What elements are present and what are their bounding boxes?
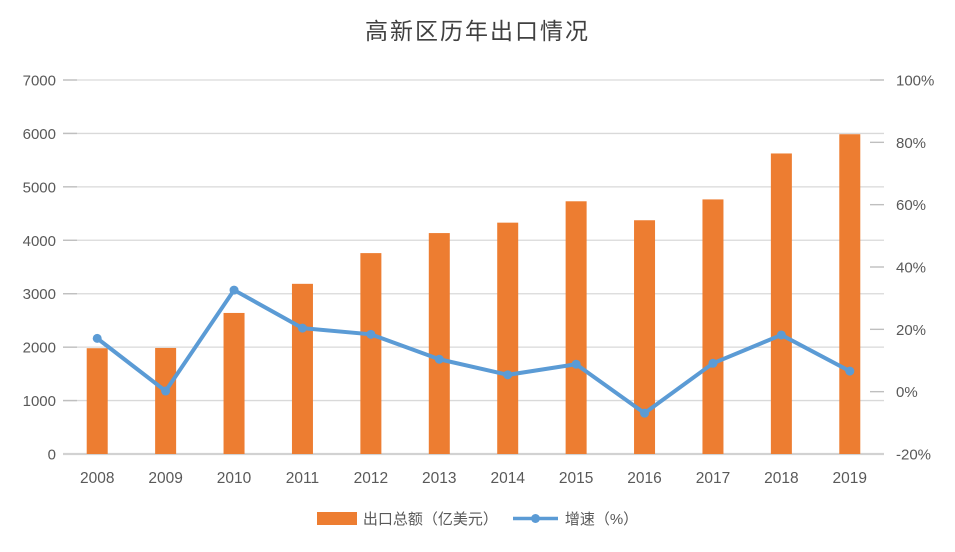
legend-item-export-total: 出口总额（亿美元） bbox=[316, 508, 498, 529]
chart-title: 高新区历年出口情况 bbox=[365, 18, 590, 44]
x-axis-label: 2018 bbox=[764, 470, 798, 487]
gridlines bbox=[63, 79, 884, 402]
right-axis-label: 40% bbox=[896, 260, 926, 277]
line-series-swatch-icon bbox=[512, 514, 558, 523]
x-axis-label: 2008 bbox=[80, 470, 114, 487]
left-axis: 0 1000 2000 3000 4000 5000 6000 7000 bbox=[23, 73, 77, 464]
marker-2013 bbox=[434, 354, 444, 364]
bar-2018 bbox=[770, 153, 792, 454]
legend-item-growth-rate: 增速（%） bbox=[512, 508, 638, 529]
marker-2010 bbox=[229, 285, 239, 295]
left-axis-label: 1000 bbox=[23, 393, 56, 410]
right-axis-label: 80% bbox=[896, 135, 926, 152]
marker-2018 bbox=[776, 330, 786, 340]
right-axis-label: -20% bbox=[896, 447, 931, 464]
marker-2009 bbox=[161, 386, 171, 396]
x-axis-label: 2017 bbox=[696, 470, 730, 487]
marker-2017 bbox=[708, 358, 718, 368]
growth-line-markers bbox=[92, 285, 855, 418]
legend-label-growth-rate: 增速（%） bbox=[564, 511, 639, 528]
x-axis-label: 2016 bbox=[627, 470, 661, 487]
marker-2019 bbox=[845, 366, 855, 376]
bar-2009 bbox=[155, 347, 177, 454]
right-axis-label: 100% bbox=[896, 73, 934, 90]
marker-2011 bbox=[297, 323, 307, 333]
left-axis-label: 5000 bbox=[23, 179, 56, 196]
right-axis-label: 20% bbox=[896, 322, 926, 339]
x-axis-label: 2015 bbox=[559, 470, 593, 487]
bar-2019 bbox=[839, 134, 861, 455]
right-axis-label: 60% bbox=[896, 197, 926, 214]
x-axis-label: 2019 bbox=[833, 470, 867, 487]
marker-2012 bbox=[366, 329, 376, 339]
bar-2012 bbox=[360, 253, 382, 454]
x-axis-label: 2009 bbox=[148, 470, 182, 487]
x-axis-label: 2011 bbox=[286, 470, 319, 487]
x-axis-label: 2012 bbox=[354, 470, 388, 487]
left-axis-label: 0 bbox=[48, 447, 56, 464]
marker-2014 bbox=[503, 370, 513, 380]
legend-line-marker bbox=[530, 514, 540, 523]
right-axis-label: 0% bbox=[896, 384, 918, 401]
bar-2008 bbox=[86, 348, 108, 454]
left-axis-label: 6000 bbox=[23, 126, 56, 143]
left-axis-label: 4000 bbox=[23, 233, 56, 250]
bar-2016 bbox=[634, 220, 656, 454]
x-axis-label: 2010 bbox=[217, 470, 252, 487]
bar-2017 bbox=[702, 199, 724, 454]
bar-series-swatch-icon bbox=[316, 512, 357, 525]
x-axis-label: 2013 bbox=[422, 470, 456, 487]
bar-2010 bbox=[223, 312, 245, 454]
marker-2015 bbox=[571, 359, 581, 369]
bar-series bbox=[86, 134, 861, 455]
legend-label-export-total: 出口总额（亿美元） bbox=[362, 511, 498, 528]
marker-2008 bbox=[92, 333, 102, 343]
legend: 出口总额（亿美元） 增速（%） bbox=[0, 508, 955, 529]
bar-2014 bbox=[497, 222, 519, 454]
marker-2016 bbox=[640, 408, 650, 418]
bar-2011 bbox=[291, 283, 313, 454]
bar-2015 bbox=[565, 201, 587, 454]
growth-line bbox=[95, 288, 852, 416]
left-axis-label: 3000 bbox=[23, 286, 56, 303]
x-axis-label: 2014 bbox=[490, 470, 525, 487]
left-axis-label: 2000 bbox=[23, 340, 56, 357]
bar-2013 bbox=[428, 233, 450, 454]
left-axis-label: 7000 bbox=[23, 73, 56, 90]
x-axis-labels: 2008 2009 2010 2011 2012 2013 2014 2015 2016 2017… bbox=[80, 470, 867, 487]
right-axis: -20% 0% 20% 40% 60% 80% 100% bbox=[870, 73, 934, 464]
